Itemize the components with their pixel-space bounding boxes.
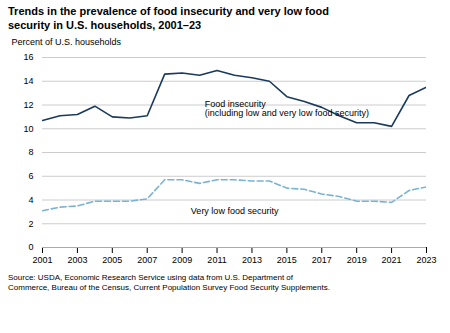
svg-text:2009: 2009 bbox=[172, 254, 192, 264]
svg-text:2013: 2013 bbox=[242, 254, 262, 264]
svg-text:2: 2 bbox=[28, 218, 33, 228]
svg-text:2011: 2011 bbox=[207, 254, 226, 264]
svg-text:Percent of U.S. households: Percent of U.S. households bbox=[12, 36, 122, 46]
svg-text:0: 0 bbox=[28, 242, 33, 252]
svg-text:2019: 2019 bbox=[347, 254, 367, 264]
svg-text:2023: 2023 bbox=[416, 254, 436, 264]
svg-text:10: 10 bbox=[23, 123, 33, 133]
svg-text:14: 14 bbox=[23, 76, 33, 86]
html-text:Source: USDA, Economic Researc: Source: USDA, Economic Research Service … bbox=[8, 272, 330, 292]
svg-text:2015: 2015 bbox=[277, 254, 297, 264]
html-text:Trends in the prevalence of fo: Trends in the prevalence of food insecur… bbox=[8, 5, 329, 32]
svg-text:16: 16 bbox=[23, 52, 33, 62]
svg-text:4: 4 bbox=[28, 194, 33, 204]
svg-text:6: 6 bbox=[28, 171, 33, 181]
svg-text:Very low food security: Very low food security bbox=[191, 205, 279, 215]
svg-text:12: 12 bbox=[23, 99, 33, 109]
svg-text:2021: 2021 bbox=[382, 254, 402, 264]
svg-text:2001: 2001 bbox=[32, 254, 52, 264]
svg-text:8: 8 bbox=[28, 147, 33, 157]
svg-text:2017: 2017 bbox=[312, 254, 332, 264]
svg-text:2003: 2003 bbox=[67, 254, 87, 264]
svg-text:2007: 2007 bbox=[137, 254, 157, 264]
svg-text:Food insecurity(including low: Food insecurity(including low and very l… bbox=[205, 98, 369, 117]
svg-text:2005: 2005 bbox=[102, 254, 122, 264]
